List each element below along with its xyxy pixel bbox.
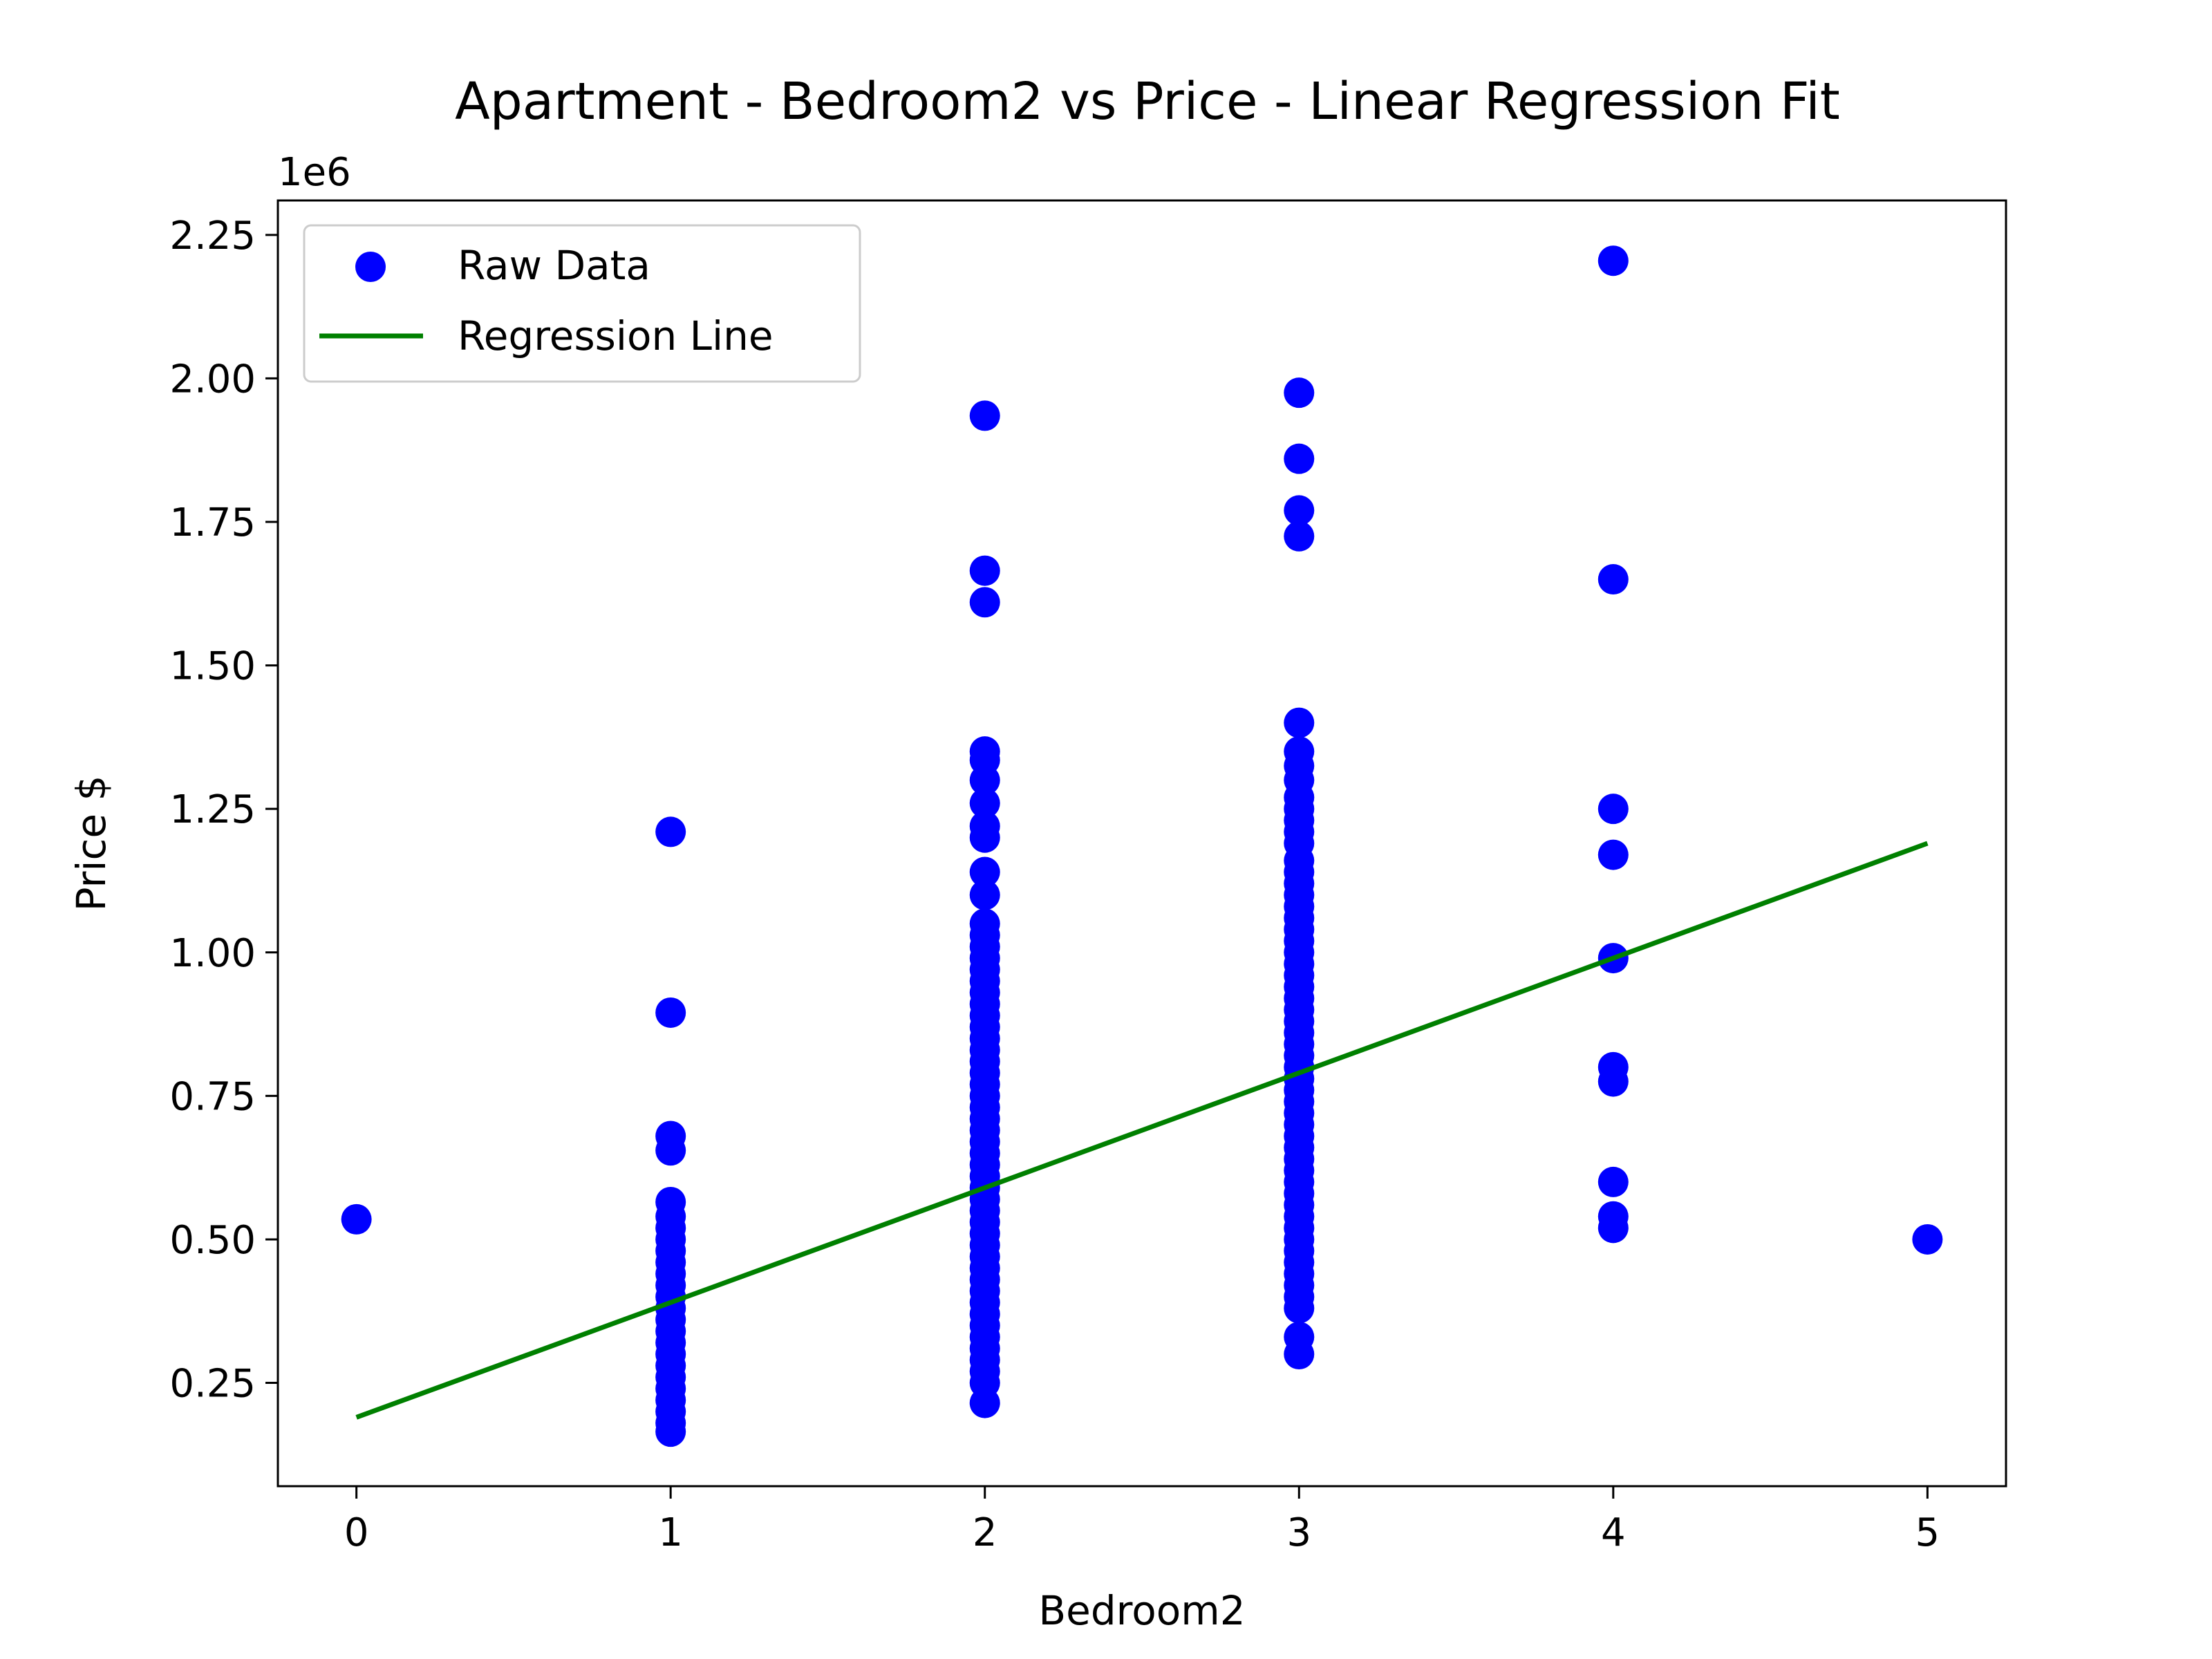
data-point (655, 1186, 686, 1217)
data-point (969, 811, 1000, 842)
data-point (1597, 839, 1629, 870)
y-tick-label: 1.25 (169, 787, 256, 832)
y-tick-label: 2.00 (169, 357, 256, 402)
legend-label-raw-data: Raw Data (458, 242, 650, 289)
data-point (1284, 377, 1315, 409)
data-point (969, 736, 1000, 767)
legend: Raw Data Regression Line (303, 224, 861, 383)
y-tick-label: 1.50 (169, 644, 256, 689)
plot-area (341, 245, 1943, 1447)
x-tick-label: 0 (344, 1510, 369, 1555)
legend-label-regression-line: Regression Line (458, 312, 774, 359)
x-axis-label: Bedroom2 (1038, 1587, 1245, 1634)
y-offset-label: 1e6 (278, 150, 351, 195)
data-point (1284, 495, 1315, 526)
data-point (1284, 1322, 1315, 1353)
data-point (1912, 1224, 1943, 1255)
x-tick-label: 3 (1286, 1510, 1311, 1555)
y-tick-label: 0.75 (169, 1074, 256, 1119)
data-point (1597, 1166, 1629, 1197)
x-tick-label: 5 (1915, 1510, 1940, 1555)
data-point (969, 879, 1000, 910)
data-point (969, 587, 1000, 618)
x-tick-label: 2 (973, 1510, 997, 1555)
y-tick-label: 1.75 (169, 500, 256, 545)
data-point (969, 856, 1000, 888)
chart-title: Apartment - Bedroom2 vs Price - Linear R… (455, 72, 1840, 131)
data-point (1597, 1201, 1629, 1232)
data-point (969, 787, 1000, 818)
data-point (341, 1203, 372, 1235)
data-point (1284, 707, 1315, 738)
data-point (1597, 794, 1629, 825)
data-point (1597, 564, 1629, 595)
data-point (1597, 245, 1629, 276)
y-tick-label: 2.25 (169, 214, 256, 259)
y-tick-label: 1.00 (169, 931, 256, 976)
data-point (655, 1121, 686, 1152)
x-tick-label: 1 (658, 1510, 683, 1555)
data-point (969, 555, 1000, 586)
data-point (1284, 521, 1315, 552)
data-point (1597, 1051, 1629, 1082)
axis-ticks: 0 1 2 3 4 5 0.25 0.50 0.75 1.00 1.25 1.50 1.75 2.00 2.… (169, 214, 1940, 1555)
y-tick-label: 0.50 (169, 1218, 256, 1263)
data-point (1284, 443, 1315, 474)
data-point (969, 400, 1000, 431)
regression-line (355, 841, 1929, 1420)
y-axis-label: Price $ (68, 776, 115, 912)
data-point (655, 816, 686, 847)
data-point (1284, 736, 1315, 767)
y-tick-label: 0.25 (169, 1362, 256, 1407)
data-point (655, 997, 686, 1028)
legend-marker-raw-data (355, 252, 386, 282)
legend-box (303, 224, 861, 383)
plot-frame (276, 199, 2007, 1488)
data-point (969, 908, 1000, 939)
x-tick-label: 4 (1601, 1510, 1626, 1555)
